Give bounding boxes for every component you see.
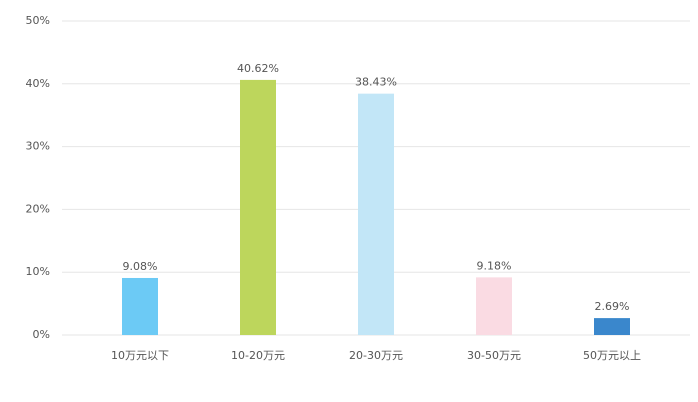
bar <box>240 79 276 335</box>
value-label: 9.08% <box>123 260 158 273</box>
x-tick-label: 10万元以下 <box>111 349 169 362</box>
bar <box>122 277 158 335</box>
value-label: 38.43% <box>355 76 397 89</box>
bar <box>594 318 630 335</box>
y-tick-label: 30% <box>26 140 50 153</box>
bar <box>358 93 394 335</box>
bar <box>476 277 512 335</box>
x-tick-label: 50万元以上 <box>583 349 641 362</box>
y-tick-label: 10% <box>26 265 50 278</box>
y-tick-label: 0% <box>33 328 50 341</box>
y-tick-label: 40% <box>26 77 50 90</box>
x-tick-label: 30-50万元 <box>467 349 521 362</box>
value-label: 40.62% <box>237 62 279 75</box>
value-label: 9.18% <box>477 259 512 272</box>
value-label: 2.69% <box>595 300 630 313</box>
x-tick-label: 20-30万元 <box>349 349 403 362</box>
x-tick-label: 10-20万元 <box>231 349 285 362</box>
y-tick-label: 50% <box>26 14 50 27</box>
y-tick-label: 20% <box>26 202 50 215</box>
